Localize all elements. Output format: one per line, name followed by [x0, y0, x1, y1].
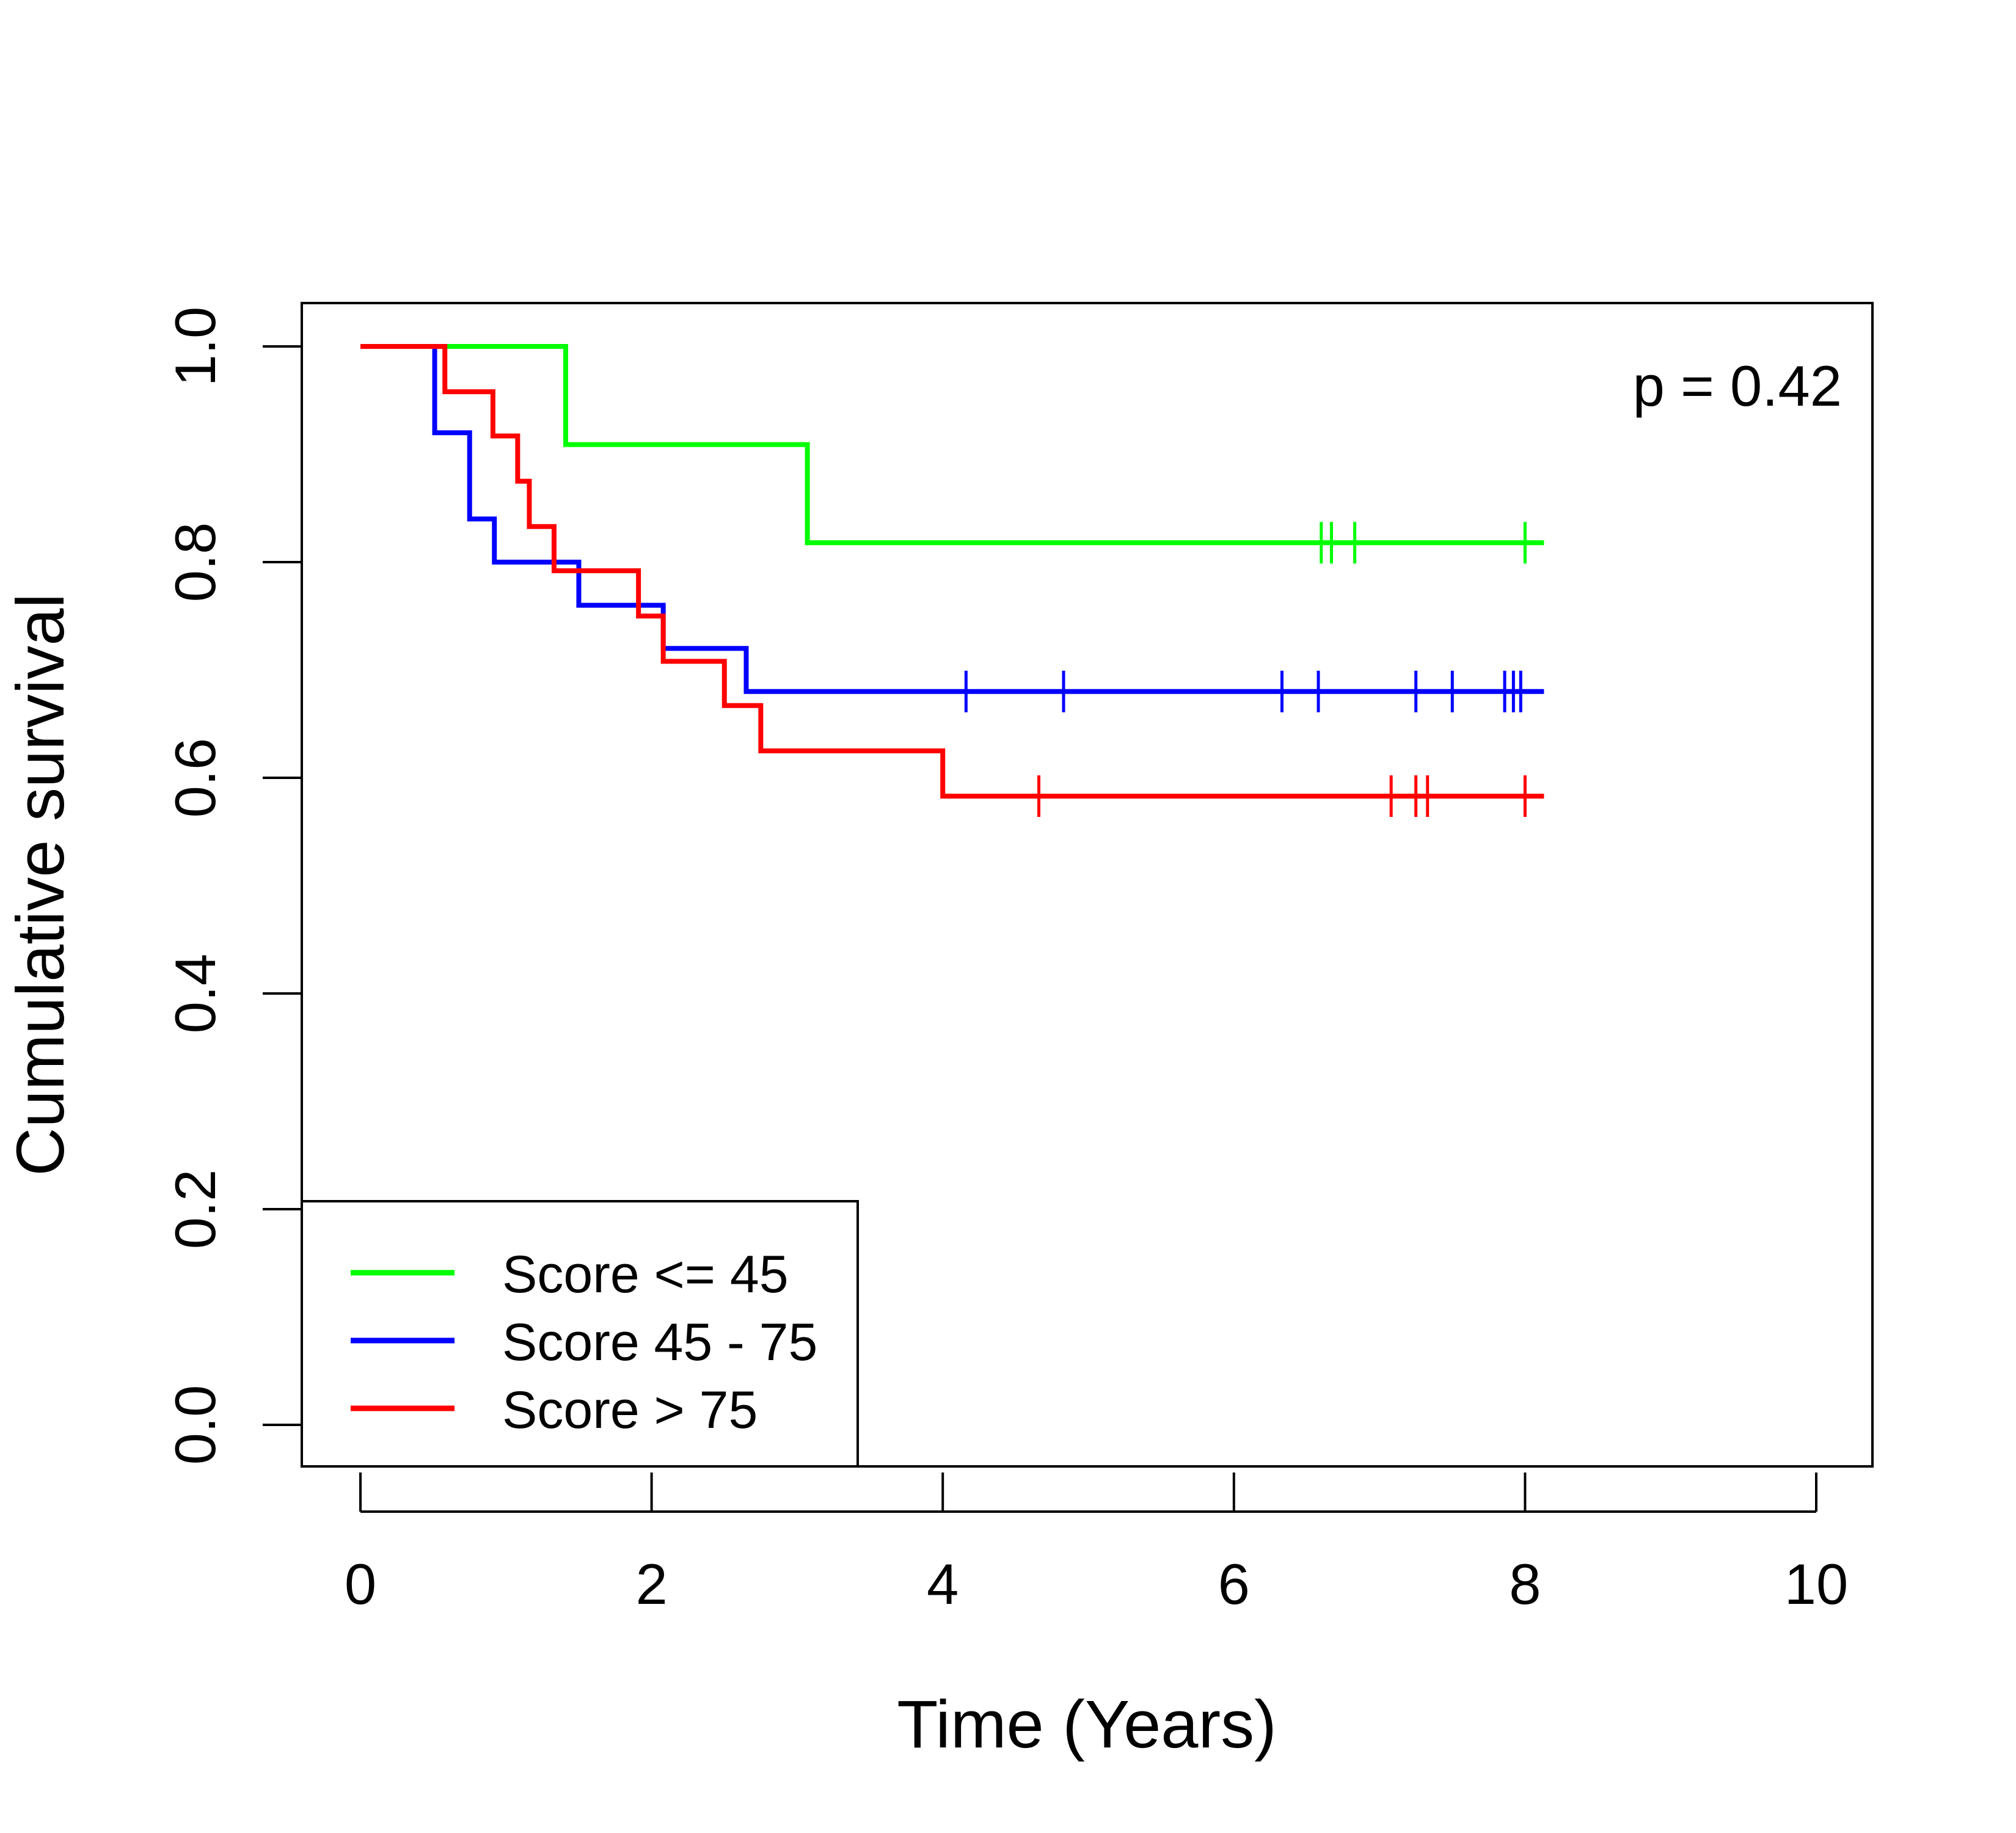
legend-label: Score 45 - 75	[502, 1313, 817, 1372]
y-axis-title: Cumulative survival	[3, 593, 78, 1176]
y-tick-label: 0.4	[163, 954, 227, 1034]
legend-label: Score > 75	[502, 1381, 758, 1440]
legend-label: Score <= 45	[502, 1245, 789, 1304]
x-tick-label: 4	[927, 1552, 959, 1616]
x-axis-title: Time (Years)	[897, 1687, 1276, 1762]
x-tick-label: 10	[1784, 1552, 1849, 1616]
x-tick-label: 0	[345, 1552, 376, 1616]
y-tick-label: 0.8	[163, 522, 227, 602]
x-tick-label: 8	[1509, 1552, 1541, 1616]
survival-curve-series-1	[360, 344, 1544, 546]
y-tick-label: 0.0	[163, 1385, 227, 1465]
x-tick-label: 2	[635, 1552, 667, 1616]
survival-curves	[360, 344, 1544, 799]
legend: Score <= 45 Score 45 - 75 Score > 75	[301, 1200, 859, 1468]
y-tick-label: 0.2	[163, 1169, 227, 1249]
survival-curve-series-2	[360, 344, 1544, 694]
y-tick-label: 1.0	[163, 307, 227, 387]
y-axis: 0.0 0.2 0.4 0.6 0.8 1.0	[163, 307, 303, 1465]
y-tick-label: 0.6	[163, 738, 227, 818]
x-tick-label: 6	[1218, 1552, 1250, 1616]
p-value-annotation: p = 0.42	[1633, 354, 1842, 418]
legend-box	[301, 1200, 859, 1468]
x-axis: 0 2 4 6 8 10	[345, 1473, 1848, 1616]
censor-marks	[964, 522, 1527, 818]
survival-curve-series-3	[360, 344, 1544, 799]
